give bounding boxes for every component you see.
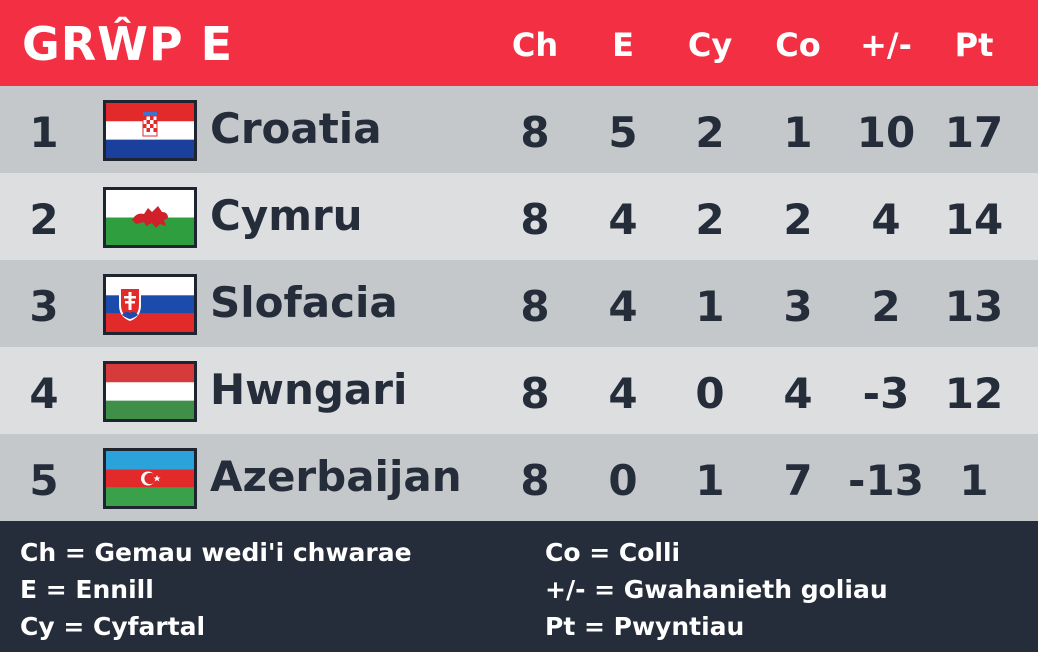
team-name: Cymru [210, 191, 363, 240]
column-header-drawn: Cy [687, 26, 733, 64]
croatia-flag-icon [103, 100, 197, 161]
won-value: 5 [608, 108, 638, 157]
drawn-value: 1 [695, 282, 725, 331]
legend-points: Pt = Pwyntiau [545, 612, 745, 641]
position: 2 [29, 195, 59, 244]
lost-value: 7 [783, 456, 813, 505]
legend-won: E = Ennill [20, 575, 154, 604]
table-row: 3 Slofacia 8 4 1 3 2 13 [0, 260, 1038, 347]
table-row: 1 Croatia 8 5 2 1 10 17 [0, 86, 1038, 173]
played-value: 8 [520, 195, 550, 244]
played-value: 8 [520, 456, 550, 505]
played-value: 8 [520, 108, 550, 157]
table-row: 2 Cymru 8 4 2 2 4 14 [0, 173, 1038, 260]
legend: Ch = Gemau wedi'i chwarae E = Ennill Cy … [0, 522, 1038, 652]
legend-goal-difference: +/- = Gwahanieth goliau [545, 575, 888, 604]
team-name: Azerbaijan [210, 452, 462, 501]
position: 5 [29, 456, 59, 505]
won-value: 4 [608, 369, 638, 418]
table-header: GRŴP E Ch E Cy Co +/- Pt [0, 0, 1038, 86]
group-title: GRŴP E [22, 17, 234, 71]
position: 4 [29, 369, 59, 418]
legend-drawn: Cy = Cyfartal [20, 612, 206, 641]
table-row: 5 Azerbaijan 8 0 1 7 -13 1 [0, 434, 1038, 521]
played-value: 8 [520, 282, 550, 331]
played-value: 8 [520, 369, 550, 418]
goal-difference-value: -3 [862, 369, 910, 418]
column-header-won: E [612, 26, 634, 64]
table-row: 4 Hwngari 8 4 0 4 -3 12 [0, 347, 1038, 434]
slovakia-flag-icon [103, 274, 197, 335]
goal-difference-value: 2 [871, 282, 901, 331]
points-value: 12 [944, 369, 1004, 418]
hungary-flag-icon [103, 361, 197, 422]
lost-value: 3 [783, 282, 813, 331]
won-value: 4 [608, 282, 638, 331]
lost-value: 1 [783, 108, 813, 157]
lost-value: 2 [783, 195, 813, 244]
drawn-value: 1 [695, 456, 725, 505]
goal-difference-value: 4 [871, 195, 901, 244]
points-value: 1 [959, 456, 989, 505]
goal-difference-value: -13 [848, 456, 924, 505]
team-name: Slofacia [210, 278, 398, 327]
azerbaijan-flag-icon [103, 448, 197, 509]
legend-played: Ch = Gemau wedi'i chwarae [20, 538, 412, 567]
won-value: 4 [608, 195, 638, 244]
wales-flag-icon [103, 187, 197, 248]
column-header-points: Pt [954, 26, 994, 64]
column-header-lost: Co [775, 26, 821, 64]
won-value: 0 [608, 456, 638, 505]
goal-difference-value: 10 [856, 108, 916, 157]
lost-value: 4 [783, 369, 813, 418]
drawn-value: 2 [695, 108, 725, 157]
drawn-value: 0 [695, 369, 725, 418]
team-name: Hwngari [210, 365, 408, 414]
points-value: 17 [944, 108, 1004, 157]
column-header-played: Ch [511, 26, 559, 64]
points-value: 13 [944, 282, 1004, 331]
points-value: 14 [944, 195, 1004, 244]
column-header-goal-difference: +/- [860, 26, 912, 64]
drawn-value: 2 [695, 195, 725, 244]
legend-lost: Co = Colli [545, 538, 681, 567]
position: 1 [29, 108, 59, 157]
position: 3 [29, 282, 59, 331]
team-name: Croatia [210, 104, 382, 153]
